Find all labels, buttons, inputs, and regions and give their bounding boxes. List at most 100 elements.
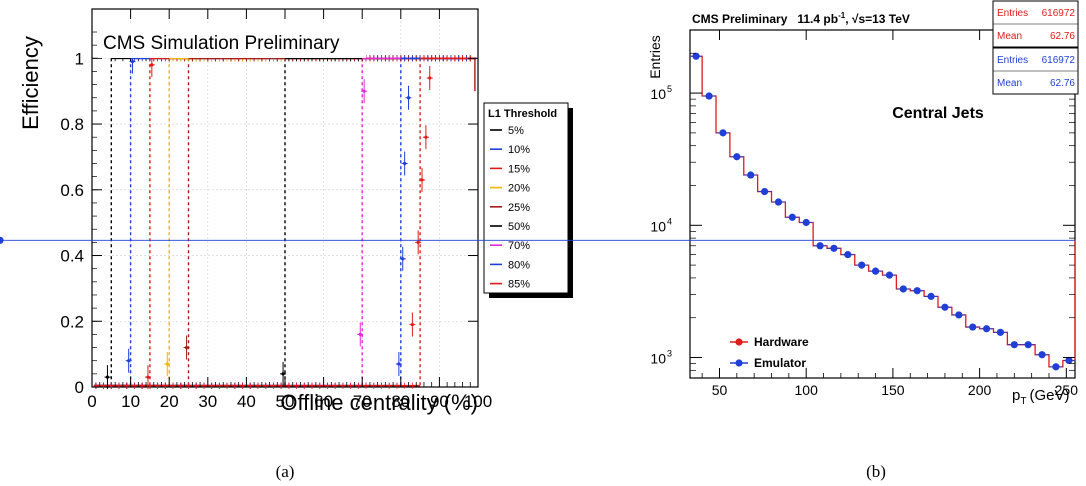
y-tick-label: 10 <box>650 218 666 234</box>
x-tick-label: 100 <box>464 392 492 411</box>
legend-label: 85% <box>508 279 530 291</box>
turn-on-point <box>105 375 110 379</box>
stat-label: Entries <box>997 55 1028 66</box>
efficiency-title-background <box>98 24 366 58</box>
emulator-point <box>788 213 796 221</box>
efficiency-axis-ticks: 0 10 20 30 40 50 60 70 80 90 100 0 0.2 0.4 0.6 0.8 1 <box>60 9 492 411</box>
cms-label: CMS Preliminary <box>692 12 788 26</box>
turn-on-point <box>406 96 411 100</box>
emulator-point <box>816 242 824 250</box>
spectrum-title: CMS Preliminary 11.4 pb-1, √s=13 TeV <box>692 11 910 26</box>
emulator-point <box>802 218 810 227</box>
y-tick-exponent: 3 <box>667 349 672 359</box>
legend-title: L1 Threshold <box>488 108 557 120</box>
turn-on-point <box>165 362 169 366</box>
x-tick-label: 50 <box>712 382 728 398</box>
turn-on-point <box>416 240 420 244</box>
y-tick-label: 1 <box>75 49 84 68</box>
x-tick-label: 30 <box>198 392 217 411</box>
stat-value: 62.76 <box>1050 31 1075 42</box>
energy-label: √s=13 TeV <box>852 12 910 26</box>
emulator-point <box>1024 341 1032 349</box>
emulator-point <box>760 187 769 196</box>
emulator-point <box>733 153 741 161</box>
x-tick-label: 250 <box>1055 382 1079 398</box>
emulator-point <box>844 251 852 259</box>
efficiency-panel: 0 10 20 30 40 50 60 70 80 90 100 0 0.2 0.4 0.6 0.8 1 CMS… <box>18 8 573 481</box>
y-tick-label: 0.2 <box>60 312 84 331</box>
stat-value: 62.76 <box>1050 78 1075 89</box>
legend-label: 25% <box>508 202 530 214</box>
turn-on-point <box>150 63 154 67</box>
emulator-point <box>955 311 963 319</box>
stat-value: 616972 <box>1042 8 1076 19</box>
emulator-point <box>705 92 713 100</box>
turn-on-point <box>428 76 432 80</box>
stat-value: 616972 <box>1042 55 1076 66</box>
turn-on-point <box>127 359 131 363</box>
annotation-central-jets: Central Jets <box>892 105 984 122</box>
spectrum-x-label: pT (GeV) <box>1012 387 1069 407</box>
emulator-point <box>871 267 880 275</box>
stat-label: Mean <box>997 31 1022 42</box>
emulator-point <box>941 303 949 311</box>
y-tick-label: 10 <box>650 86 666 102</box>
turn-on-point <box>184 345 189 350</box>
x-tick-label: 60 <box>314 392 333 411</box>
turn-on-point <box>358 332 362 337</box>
caption-b: (b) <box>866 462 886 481</box>
efficiency-title: CMS Simulation Preliminary <box>103 33 340 54</box>
threshold-lines <box>110 58 421 387</box>
emulator-point <box>830 244 838 252</box>
legend-label: 20% <box>508 183 530 195</box>
emulator-point <box>1038 351 1046 359</box>
emulator-point <box>747 171 755 179</box>
x-tick-label: 100 <box>795 382 819 398</box>
x-tick-label: 70 <box>353 392 372 411</box>
efficiency-plateau <box>93 55 477 389</box>
emulator-point <box>0 236 4 244</box>
hardware-histogram <box>690 55 1076 368</box>
x-tick-label: 80 <box>391 392 410 411</box>
legend-label: 50% <box>508 221 530 233</box>
stat-label: Mean <box>997 78 1022 89</box>
x-tick-label: 10 <box>121 392 140 411</box>
emulator-point <box>969 323 977 331</box>
turn-on-point <box>146 375 150 379</box>
legend-items: 5% 10% 15% 20% 25% 50% 70% 80% 85% <box>490 125 530 291</box>
y-tick-label: 0.8 <box>60 115 84 134</box>
stat-label: Entries <box>997 8 1028 19</box>
legend-label: 5% <box>508 125 524 137</box>
legend-label: Emulator <box>754 356 806 370</box>
emulator-point <box>1052 363 1060 371</box>
turn-on-point <box>397 362 401 366</box>
y-tick-exponent: 4 <box>667 216 672 226</box>
caption-a: (a) <box>276 462 295 481</box>
y-tick-label: 0.6 <box>60 181 84 200</box>
legend-label: 80% <box>508 259 530 271</box>
efficiency-legend: L1 Threshold 5% 10% 15% 20% 25% 50% 70% 80% 85% <box>483 102 573 298</box>
emulator-point <box>774 198 783 206</box>
turn-on-point <box>410 322 414 327</box>
emulator-point <box>996 328 1005 336</box>
x-tick-label: 200 <box>968 382 992 398</box>
legend-swatch-marker <box>735 338 743 346</box>
efficiency-x-label: Offline centrality (%) <box>280 390 478 415</box>
legend-box <box>483 102 569 294</box>
luminosity: 11.4 pb <box>797 12 838 26</box>
spectrum-histograms <box>0 52 1076 371</box>
efficiency-y-label: Efficiency <box>18 36 43 130</box>
x-tick-label: 0 <box>87 392 96 411</box>
luminosity-exponent: -1 <box>838 11 846 20</box>
emulator-point <box>1010 341 1018 349</box>
turn-on-point <box>130 59 135 64</box>
turn-on-point <box>281 372 285 376</box>
turn-on-point <box>362 89 366 93</box>
stat-boxes: Entries 616972 Mean 62.76 Entries 616972 Mean 6… <box>992 0 1079 95</box>
legend-label: 70% <box>508 240 530 252</box>
emulator-point <box>899 285 907 293</box>
emulator-point <box>885 271 894 279</box>
